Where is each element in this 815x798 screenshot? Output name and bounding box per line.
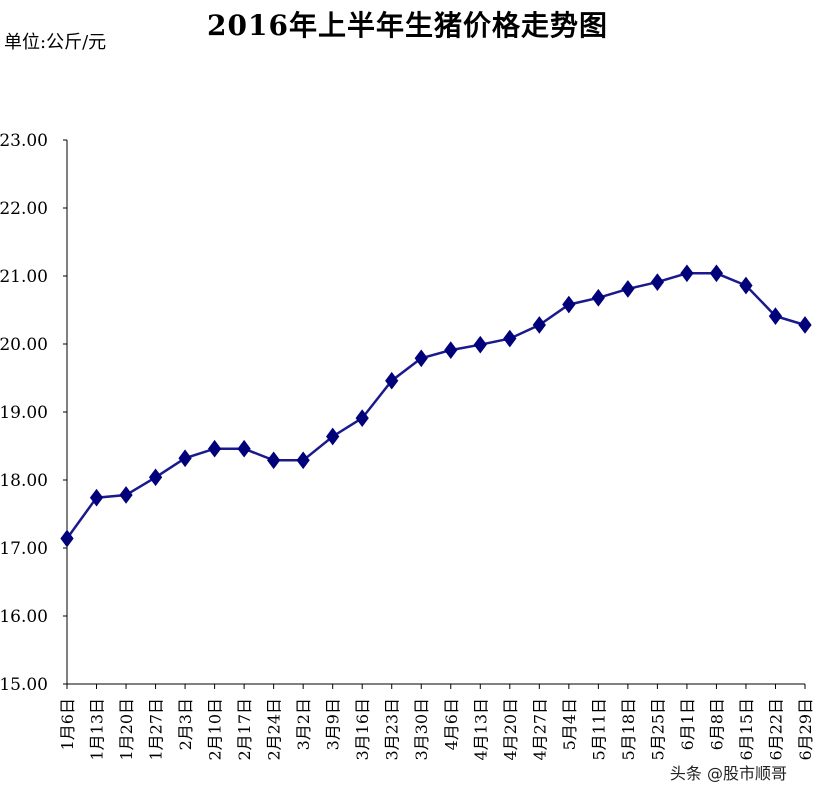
x-tick-label: 3月23日: [383, 698, 402, 761]
data-point-marker: [532, 316, 546, 334]
data-point-marker: [414, 349, 428, 368]
data-point-marker: [237, 439, 251, 458]
x-axis-ticks: 1月6日 1月13日 1月20日 1月27日 2月3日 2月10日 2月17日 2月24日 3月…: [58, 684, 815, 761]
data-point-marker: [60, 529, 74, 548]
x-tick-label: 5月4日: [560, 698, 579, 750]
x-tick-label: 5月18日: [619, 698, 638, 761]
x-tick-label: 2月17日: [235, 698, 254, 761]
x-tick-label: 1月6日: [58, 698, 77, 750]
x-tick-label: 6月22日: [766, 698, 785, 761]
data-point-marker: [148, 468, 163, 487]
x-tick-label: 2月24日: [265, 698, 284, 761]
data-point-marker: [207, 439, 222, 458]
y-tick-label: 16.00: [0, 607, 48, 627]
x-tick-label: 5月11日: [589, 698, 608, 761]
x-tick-label: 5月25日: [648, 698, 667, 761]
x-tick-label: 3月16日: [353, 698, 372, 761]
data-point-marker: [591, 288, 605, 307]
unit-label: 单位:公斤/元: [4, 32, 107, 53]
y-tick-label: 17.00: [0, 539, 48, 559]
data-point-marker: [267, 451, 281, 470]
x-tick-label: 2月10日: [206, 698, 225, 761]
chart-axes: [66, 140, 805, 685]
x-tick-label: 1月13日: [88, 698, 107, 761]
y-tick-label: 20.00: [0, 335, 48, 355]
x-tick-label: 1月27日: [147, 698, 166, 761]
data-point-marker: [444, 341, 458, 359]
x-tick-label: 6月8日: [707, 698, 726, 750]
data-point-marker: [355, 409, 369, 427]
y-tick-label: 21.00: [0, 267, 48, 287]
x-tick-label: 6月29日: [796, 698, 815, 761]
data-point-marker: [89, 488, 104, 507]
x-tick-label: 4月27日: [530, 698, 549, 761]
data-point-marker: [621, 280, 635, 298]
data-point-marker: [326, 427, 340, 446]
data-point-marker: [385, 371, 399, 390]
data-point-marker: [119, 486, 133, 504]
x-tick-label: 4月20日: [501, 698, 520, 761]
x-tick-label: 6月15日: [737, 698, 756, 761]
data-point-marker: [650, 273, 665, 291]
series-line: [60, 264, 812, 548]
data-point-marker: [798, 316, 812, 334]
data-point-marker: [178, 449, 192, 468]
x-tick-label: 3月30日: [412, 698, 431, 761]
watermark: 头条 @股市顺哥: [669, 764, 787, 783]
data-point-marker: [562, 295, 576, 314]
x-tick-label: 3月9日: [324, 698, 343, 750]
y-tick-label: 15.00: [0, 675, 48, 695]
data-point-marker: [739, 276, 753, 295]
data-point-marker: [296, 451, 310, 470]
x-tick-label: 6月1日: [678, 698, 697, 750]
y-axis-ticks: 15.00 16.00 17.00 18.00 19.00 20.00 21.00 22.00…: [0, 131, 67, 695]
x-tick-label: 4月13日: [471, 698, 490, 761]
data-point-marker: [680, 264, 694, 283]
x-tick-label: 2月3日: [176, 698, 195, 750]
y-tick-label: 23.00: [0, 131, 48, 151]
data-point-marker: [709, 264, 724, 283]
data-point-marker: [473, 335, 487, 354]
x-tick-label: 4月6日: [442, 698, 461, 750]
y-tick-label: 18.00: [0, 471, 48, 491]
x-tick-label: 3月2日: [294, 698, 313, 750]
data-point-marker: [503, 329, 517, 348]
chart-title: 2016年上半年生猪价格走势图: [207, 9, 608, 42]
price-line: [65, 272, 806, 540]
x-tick-label: 1月20日: [117, 698, 136, 761]
data-point-marker: [768, 307, 783, 325]
y-tick-label: 19.00: [0, 403, 48, 423]
y-tick-label: 22.00: [0, 199, 48, 219]
